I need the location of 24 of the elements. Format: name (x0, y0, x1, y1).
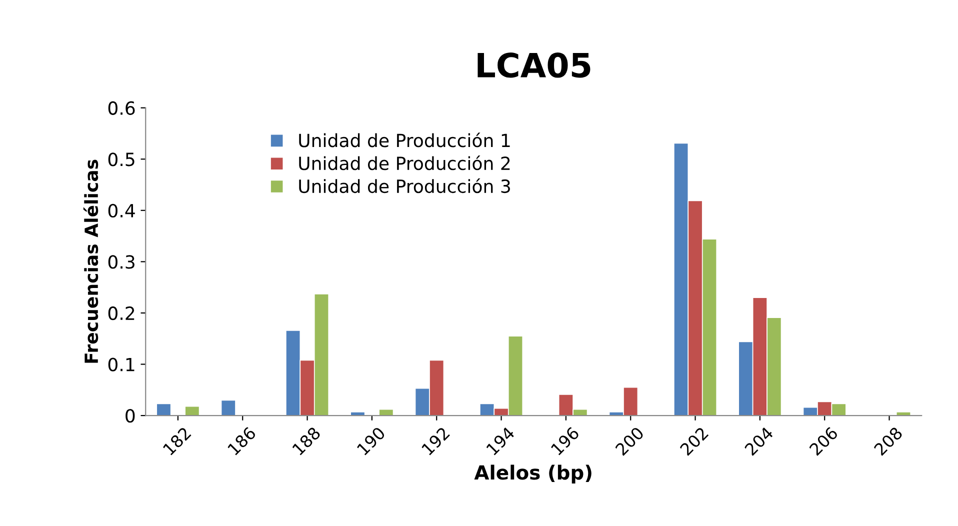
y-tick-label: 0.1 (108, 358, 134, 372)
x-tick-label: 192 (421, 426, 450, 456)
y-axis-title: Frecuencias Alélicas (83, 160, 98, 363)
x-tick-label: 190 (356, 426, 386, 456)
legend-label: Unidad de Producción 3 (299, 178, 510, 194)
x-tick-label: 188 (292, 426, 322, 456)
x-tick-label: 182 (162, 426, 192, 456)
bar (184, 406, 200, 416)
bar (156, 403, 172, 416)
bar (220, 400, 236, 416)
legend-label: Unidad de Producción 1 (299, 132, 510, 148)
legend-label: Unidad de Producción 2 (299, 155, 510, 170)
y-tick-label: 0 (126, 409, 135, 423)
x-axis-title: Alelos (bp) (474, 464, 592, 484)
y-tick-label: 0.5 (108, 152, 134, 166)
x-tick-label: 194 (486, 426, 516, 456)
y-tick-label: 0.6 (108, 101, 135, 115)
bar (378, 408, 394, 416)
x-tick-label: 200 (614, 426, 644, 456)
y-tick-label: 0.3 (108, 255, 134, 269)
y-tick-label: 0.4 (108, 204, 135, 218)
chart-title: LCA05 (478, 52, 590, 78)
y-tick-label: 0.2 (108, 306, 134, 320)
x-tick-label: 202 (679, 426, 709, 456)
